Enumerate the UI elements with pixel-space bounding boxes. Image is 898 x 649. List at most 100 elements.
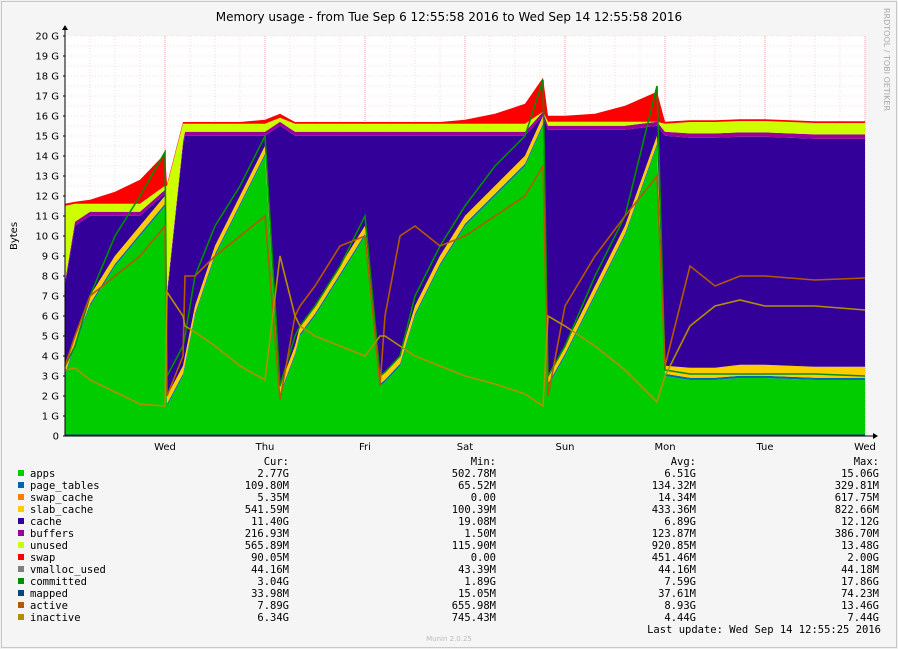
legend-swatch bbox=[18, 518, 24, 524]
legend-table: Cur: Min: Avg: Max: apps 2.77G 502.78M 6.51G 15.… bbox=[18, 456, 879, 624]
legend-name: swap bbox=[30, 552, 55, 564]
legend-value: 216.93M bbox=[245, 528, 289, 540]
legend-value: 433.36M bbox=[652, 504, 696, 516]
legend-value: 329.81M bbox=[835, 480, 879, 492]
legend-value: 2.00G bbox=[847, 552, 879, 564]
legend-value: 451.46M bbox=[652, 552, 696, 564]
legend-name: cache bbox=[30, 516, 62, 528]
area-page-tables bbox=[65, 123, 865, 407]
y-tick-label: 2 G bbox=[42, 392, 59, 403]
legend-name: vmalloc_used bbox=[30, 564, 106, 576]
legend-value: 565.89M bbox=[245, 540, 289, 552]
legend-value: 617.75M bbox=[835, 492, 879, 504]
y-tick-label: 11 G bbox=[35, 212, 59, 223]
legend-name: buffers bbox=[30, 528, 74, 540]
legend-header: Avg: bbox=[671, 456, 696, 468]
legend-value: 44.18M bbox=[841, 564, 879, 576]
y-tick-label: 18 G bbox=[35, 72, 59, 83]
legend-value: 6.89G bbox=[664, 516, 696, 528]
x-tick-label: Wed bbox=[854, 442, 876, 453]
legend-name: page_tables bbox=[30, 480, 100, 492]
legend-value: 115.90M bbox=[452, 540, 496, 552]
legend-swatch bbox=[18, 494, 24, 500]
legend-name: swap_cache bbox=[30, 492, 93, 504]
chart-title: Memory usage - from Tue Sep 6 12:55:58 2… bbox=[216, 10, 682, 24]
legend-value: 100.39M bbox=[452, 504, 496, 516]
legend-value: 123.87M bbox=[652, 528, 696, 540]
x-tick-label: Fri bbox=[359, 442, 371, 453]
legend-value: 6.34G bbox=[257, 612, 289, 624]
y-tick-label: 20 G bbox=[35, 32, 59, 43]
area-unused bbox=[65, 111, 865, 292]
legend-value: 44.16M bbox=[658, 564, 696, 576]
legend-value: 44.16M bbox=[251, 564, 289, 576]
legend-swatch bbox=[18, 614, 24, 620]
legend-swatch bbox=[18, 506, 24, 512]
x-tick-label: Mon bbox=[654, 442, 675, 453]
x-tick-label: Tue bbox=[755, 442, 773, 453]
legend-swatch bbox=[18, 554, 24, 560]
y-tick-label: 14 G bbox=[35, 152, 59, 163]
y-tick-label: 4 G bbox=[42, 352, 59, 363]
legend-header: Min: bbox=[471, 456, 496, 468]
legend-value: 502.78M bbox=[452, 468, 496, 480]
legend-value: 134.32M bbox=[652, 480, 696, 492]
legend-header: Max: bbox=[854, 456, 879, 468]
munin-version: Munin 2.0.25 bbox=[426, 635, 472, 643]
legend-value: 655.98M bbox=[452, 600, 496, 612]
legend-value: 7.59G bbox=[664, 576, 696, 588]
legend-value: 11.40G bbox=[251, 516, 289, 528]
legend-name: mapped bbox=[30, 588, 68, 600]
legend-value: 74.23M bbox=[841, 588, 879, 600]
legend-swatch bbox=[18, 566, 24, 572]
last-update: Last update: Wed Sep 14 12:55:25 2016 bbox=[647, 624, 881, 636]
legend-name: inactive bbox=[30, 612, 81, 624]
stacked-areas bbox=[65, 77, 865, 436]
legend-name: slab_cache bbox=[30, 504, 93, 516]
area-slab-cache bbox=[65, 115, 865, 404]
legend-value: 14.34M bbox=[658, 492, 696, 504]
y-tick-label: 15 G bbox=[35, 132, 59, 143]
legend-swatch bbox=[18, 482, 24, 488]
line-active bbox=[64, 163, 866, 401]
legend-value: 15.06G bbox=[841, 468, 879, 480]
legend-value: 3.04G bbox=[257, 576, 289, 588]
y-tick-label: 13 G bbox=[35, 172, 59, 183]
x-tick-labels: Wed Thu Fri Sat Sun Mon Tue Wed bbox=[154, 442, 876, 453]
legend-value: 541.59M bbox=[245, 504, 289, 516]
legend-value: 7.44G bbox=[847, 612, 879, 624]
y-tick-label: 10 G bbox=[35, 232, 59, 243]
legend-value: 33.98M bbox=[251, 588, 289, 600]
area-apps bbox=[65, 126, 865, 436]
x-tick-label: Sat bbox=[457, 442, 473, 453]
legend-swatch bbox=[18, 590, 24, 596]
legend-value: 2.77G bbox=[257, 468, 289, 480]
axes bbox=[62, 25, 878, 439]
legend-value: 13.48G bbox=[841, 540, 879, 552]
legend-value: 0.00 bbox=[471, 492, 496, 504]
legend-value: 386.70M bbox=[835, 528, 879, 540]
legend-swatch bbox=[18, 542, 24, 548]
legend-value: 65.52M bbox=[458, 480, 496, 492]
legend-value: 90.05M bbox=[251, 552, 289, 564]
legend-value: 17.86G bbox=[841, 576, 879, 588]
line-inactive bbox=[64, 255, 866, 408]
legend-name: apps bbox=[30, 468, 55, 480]
legend-swatch bbox=[18, 530, 24, 536]
legend-value: 19.08M bbox=[458, 516, 496, 528]
legend-value: 822.66M bbox=[835, 504, 879, 516]
legend-value: 5.35M bbox=[257, 492, 289, 504]
y-tick-label: 16 G bbox=[35, 112, 59, 123]
line-committed bbox=[64, 79, 866, 387]
legend-value: 4.44G bbox=[664, 612, 696, 624]
y-tick-label: 1 G bbox=[42, 412, 59, 423]
area-cache bbox=[65, 115, 865, 396]
y-tick-label: 19 G bbox=[35, 52, 59, 63]
area-swap bbox=[65, 77, 865, 206]
legend-name: unused bbox=[30, 540, 68, 552]
y-tick-label: 12 G bbox=[35, 192, 59, 203]
legend-value: 12.12G bbox=[841, 516, 879, 528]
legend-value: 6.51G bbox=[664, 468, 696, 480]
x-axis-arrow bbox=[873, 433, 878, 439]
